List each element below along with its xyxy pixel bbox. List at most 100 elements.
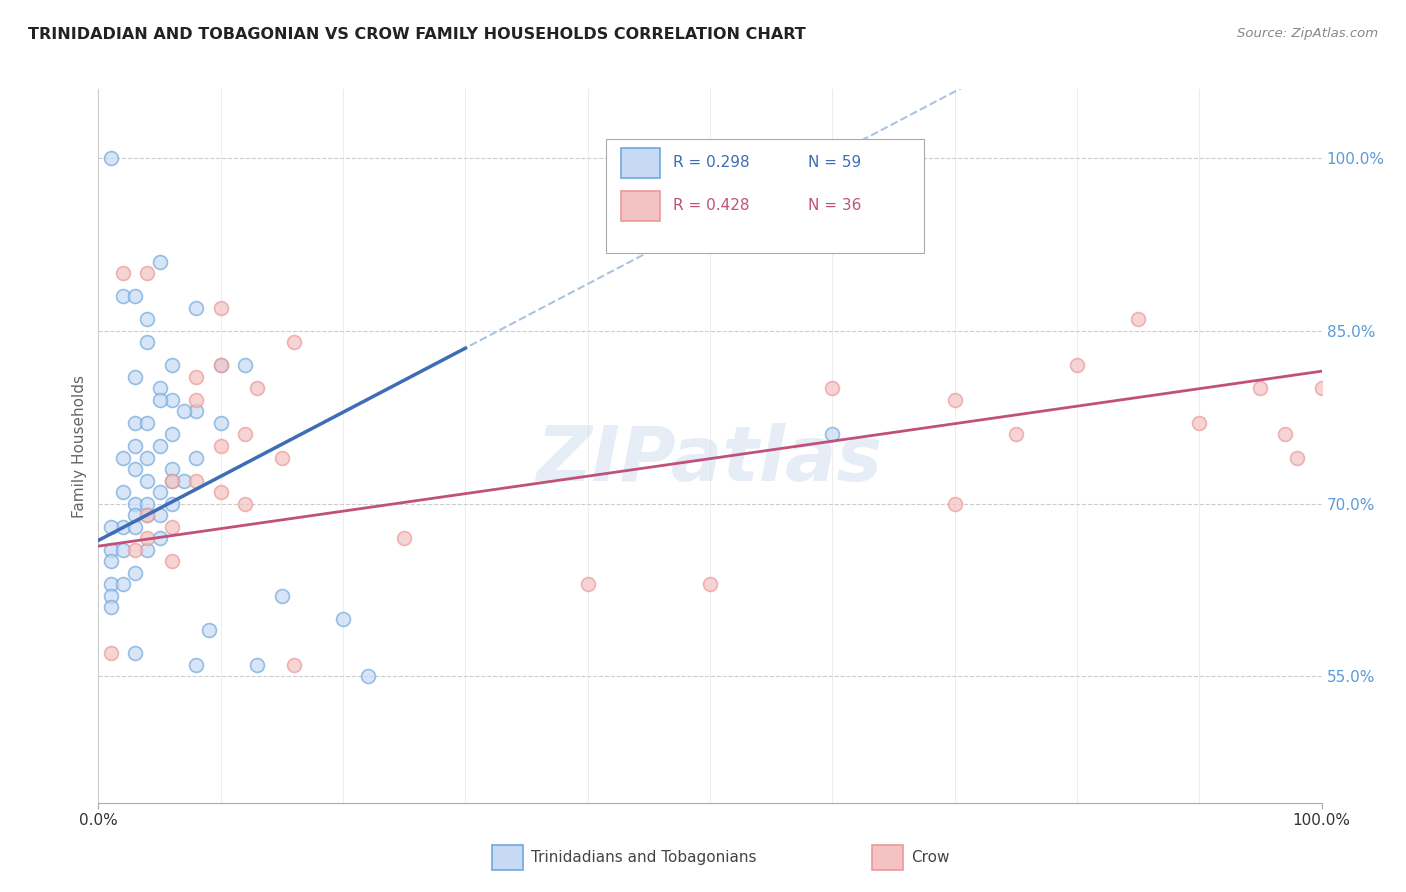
Text: R = 0.428: R = 0.428	[673, 198, 749, 213]
Point	[943, 392, 966, 407]
Point	[821, 427, 844, 442]
Point	[111, 485, 134, 500]
Point	[1274, 427, 1296, 442]
Point	[136, 335, 159, 350]
Point	[209, 439, 232, 453]
Point	[149, 381, 172, 395]
Point	[160, 392, 183, 407]
Point	[173, 404, 195, 418]
Point	[160, 554, 183, 568]
Text: N = 59: N = 59	[808, 155, 860, 170]
Point	[186, 450, 208, 465]
Point	[943, 497, 966, 511]
Point	[270, 589, 294, 603]
Point	[209, 359, 232, 373]
Point	[1004, 427, 1026, 442]
Point	[136, 508, 159, 522]
Point	[821, 381, 844, 395]
FancyBboxPatch shape	[620, 148, 659, 178]
Point	[124, 462, 146, 476]
Point	[160, 474, 183, 488]
Point	[186, 370, 208, 384]
Text: TRINIDADIAN AND TOBAGONIAN VS CROW FAMILY HOUSEHOLDS CORRELATION CHART: TRINIDADIAN AND TOBAGONIAN VS CROW FAMIL…	[28, 27, 806, 42]
Text: Trinidadians and Tobagonians: Trinidadians and Tobagonians	[531, 850, 756, 864]
Point	[1310, 381, 1333, 395]
Point	[136, 450, 159, 465]
Point	[100, 519, 122, 533]
Point	[136, 542, 159, 557]
Point	[233, 359, 256, 373]
Point	[1066, 359, 1088, 373]
Point	[136, 266, 159, 280]
Point	[160, 462, 183, 476]
Point	[136, 508, 159, 522]
Point	[111, 450, 134, 465]
Point	[1188, 416, 1211, 430]
Point	[149, 392, 172, 407]
Point	[136, 474, 159, 488]
Point	[160, 497, 183, 511]
Point	[124, 497, 146, 511]
Point	[233, 427, 256, 442]
Point	[160, 474, 183, 488]
Point	[100, 577, 122, 591]
Point	[1128, 312, 1150, 326]
Point	[186, 392, 208, 407]
Point	[270, 450, 294, 465]
Point	[149, 531, 172, 545]
Point	[136, 531, 159, 545]
Point	[233, 497, 256, 511]
Point	[283, 657, 305, 672]
Point	[124, 416, 146, 430]
Point	[100, 542, 122, 557]
Point	[149, 485, 172, 500]
Text: Crow: Crow	[911, 850, 949, 864]
Text: R = 0.298: R = 0.298	[673, 155, 749, 170]
Point	[100, 554, 122, 568]
Point	[246, 657, 269, 672]
Point	[332, 612, 354, 626]
Point	[149, 439, 172, 453]
Point	[1286, 450, 1309, 465]
Point	[160, 427, 183, 442]
Point	[173, 474, 195, 488]
Point	[356, 669, 378, 683]
Point	[1249, 381, 1271, 395]
Point	[124, 646, 146, 660]
Point	[100, 600, 122, 615]
Point	[111, 577, 134, 591]
Point	[124, 519, 146, 533]
Point	[209, 301, 232, 315]
Point	[124, 289, 146, 303]
Point	[124, 508, 146, 522]
Point	[209, 359, 232, 373]
Point	[186, 301, 208, 315]
Point	[209, 485, 232, 500]
Point	[100, 646, 122, 660]
Point	[136, 497, 159, 511]
Point	[149, 508, 172, 522]
Point	[136, 416, 159, 430]
FancyBboxPatch shape	[606, 139, 924, 253]
Point	[111, 542, 134, 557]
Point	[209, 416, 232, 430]
Point	[124, 370, 146, 384]
Point	[136, 312, 159, 326]
Point	[392, 531, 416, 545]
Point	[124, 439, 146, 453]
Point	[111, 289, 134, 303]
Point	[186, 474, 208, 488]
Point	[160, 359, 183, 373]
Point	[100, 151, 122, 165]
Point	[699, 577, 721, 591]
Text: Source: ZipAtlas.com: Source: ZipAtlas.com	[1237, 27, 1378, 40]
Point	[186, 404, 208, 418]
Point	[124, 566, 146, 580]
Text: ZIPatlas: ZIPatlas	[537, 424, 883, 497]
Point	[246, 381, 269, 395]
Text: N = 36: N = 36	[808, 198, 862, 213]
Y-axis label: Family Households: Family Households	[72, 375, 87, 517]
Point	[100, 589, 122, 603]
Point	[111, 519, 134, 533]
Point	[111, 266, 134, 280]
